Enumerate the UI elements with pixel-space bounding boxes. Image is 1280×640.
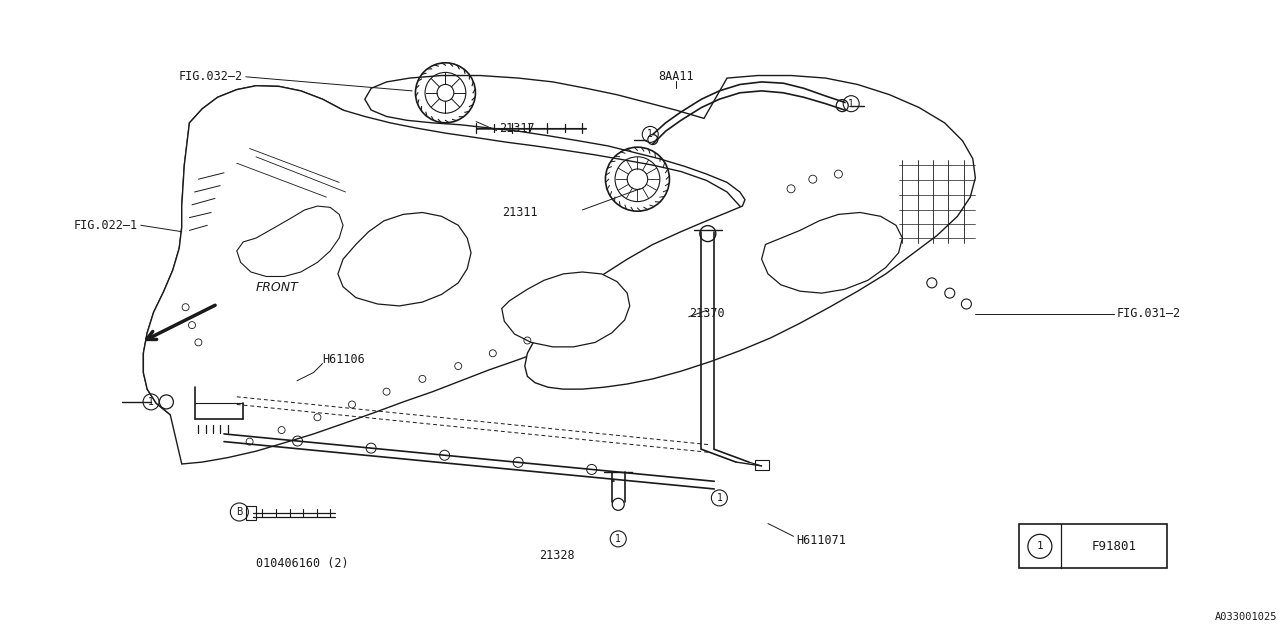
Polygon shape: [762, 212, 902, 293]
Text: 21311: 21311: [502, 206, 538, 219]
Bar: [755, 460, 769, 470]
Text: FIG.032–2: FIG.032–2: [179, 70, 243, 83]
Bar: [1019, 524, 1167, 568]
Text: 1: 1: [717, 493, 722, 503]
Text: 21370: 21370: [689, 307, 724, 320]
Polygon shape: [365, 76, 975, 389]
Text: 010406160 (2): 010406160 (2): [256, 557, 348, 570]
Text: 21317: 21317: [499, 122, 535, 134]
Text: FRONT: FRONT: [256, 282, 298, 294]
Text: FIG.022–1: FIG.022–1: [74, 219, 138, 232]
Text: F91801: F91801: [1092, 540, 1137, 553]
Polygon shape: [143, 86, 745, 464]
Text: 1: 1: [616, 534, 621, 544]
Text: 1: 1: [849, 99, 854, 109]
Polygon shape: [502, 272, 630, 347]
Text: 1: 1: [1037, 541, 1043, 551]
Text: 8AA11: 8AA11: [658, 70, 694, 83]
Text: A033001025: A033001025: [1215, 612, 1277, 622]
Text: 1: 1: [148, 397, 154, 407]
Text: 1: 1: [648, 129, 653, 140]
Polygon shape: [338, 212, 471, 306]
Text: B: B: [237, 507, 242, 517]
Text: H611071: H611071: [796, 534, 846, 547]
Polygon shape: [143, 86, 476, 432]
Text: FIG.031–2: FIG.031–2: [1116, 307, 1180, 320]
Polygon shape: [237, 206, 343, 276]
Text: 21328: 21328: [539, 549, 575, 562]
Text: H61106: H61106: [323, 353, 365, 366]
Bar: [246, 506, 256, 520]
